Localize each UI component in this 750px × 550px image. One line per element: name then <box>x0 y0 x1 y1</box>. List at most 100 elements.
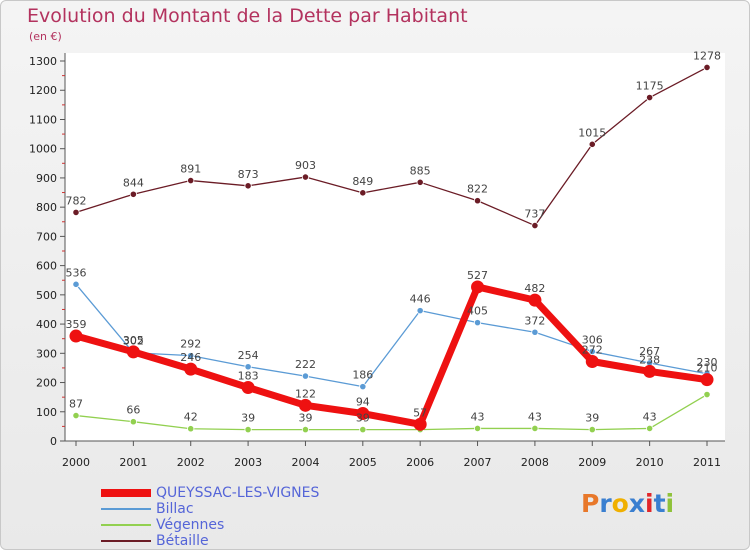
data-point-billac <box>187 352 195 360</box>
data-label-betaille: 1175 <box>636 80 664 93</box>
data-label-queyssac-les-vignes: 57 <box>413 406 427 419</box>
y-tick-label: 1000 <box>29 143 57 156</box>
data-point-betaille <box>703 63 711 72</box>
x-tick-label: 2004 <box>291 456 319 469</box>
legend-swatch-billac <box>101 508 151 510</box>
data-point-queyssac-les-vignes <box>298 398 312 412</box>
data-point-vegennes <box>187 425 195 433</box>
data-point-vegennes <box>473 424 482 433</box>
x-tick-label: 2003 <box>234 456 262 469</box>
data-label-queyssac-les-vignes: 359 <box>66 318 87 331</box>
data-point-queyssac-les-vignes <box>471 280 485 294</box>
y-tick-label: 400 <box>36 318 57 331</box>
y-tick-label: 800 <box>36 201 57 214</box>
data-label-queyssac-les-vignes: 246 <box>180 351 201 364</box>
y-tick-label: 1200 <box>29 84 57 97</box>
y-tick-label: 500 <box>36 289 57 302</box>
data-label-billac: 536 <box>66 266 87 279</box>
data-point-vegennes <box>301 425 310 434</box>
data-point-vegennes <box>244 425 252 434</box>
logo-letter: r <box>599 489 612 518</box>
data-point-betaille <box>187 176 195 185</box>
data-label-billac: 302 <box>123 335 144 348</box>
data-label-billac: 222 <box>295 358 316 371</box>
data-label-billac: 446 <box>410 293 431 306</box>
y-tick-label: 300 <box>36 347 57 360</box>
data-label-billac: 405 <box>467 305 488 318</box>
data-label-betaille: 885 <box>410 164 431 177</box>
data-label-vegennes: 39 <box>356 412 370 425</box>
data-label-queyssac-les-vignes: 94 <box>356 396 370 409</box>
legend-label-billac: Billac <box>156 501 194 517</box>
data-label-vegennes: 42 <box>184 411 198 424</box>
data-label-queyssac-les-vignes: 183 <box>238 370 259 383</box>
data-point-billac <box>244 363 252 371</box>
x-tick-label: 2005 <box>349 456 377 469</box>
data-point-vegennes <box>72 411 80 420</box>
data-label-betaille: 903 <box>295 159 316 172</box>
data-label-betaille: 782 <box>66 194 87 207</box>
series-line-billac <box>75 283 708 388</box>
x-tick-label: 2001 <box>119 456 147 469</box>
data-point-queyssac-les-vignes <box>528 293 542 307</box>
logo-letter: P <box>581 489 600 518</box>
data-point-queyssac-les-vignes <box>69 329 83 343</box>
y-tick-label: 700 <box>36 230 57 243</box>
x-tick-label: 2009 <box>578 456 606 469</box>
legend-label-vegennes: Végennes <box>156 517 225 533</box>
x-tick-label: 2010 <box>636 456 664 469</box>
data-label-vegennes: 66 <box>126 404 140 417</box>
logo-letter: o <box>611 489 629 518</box>
data-label-vegennes: 43 <box>643 410 657 423</box>
data-label-billac: 372 <box>524 314 545 327</box>
data-label-betaille: 849 <box>352 175 373 188</box>
data-point-betaille <box>244 182 252 190</box>
data-label-betaille: 891 <box>180 163 201 176</box>
legend-label-betaille: Bétaille <box>156 533 209 549</box>
data-point-betaille <box>473 197 482 205</box>
data-point-betaille <box>588 140 596 148</box>
data-label-vegennes: 39 <box>585 412 599 425</box>
data-label-queyssac-les-vignes: 482 <box>524 282 545 295</box>
data-point-queyssac-les-vignes <box>241 381 255 395</box>
data-point-queyssac-les-vignes <box>184 362 198 376</box>
y-tick-label: 200 <box>36 377 57 390</box>
data-point-betaille <box>129 190 137 198</box>
y-tick-label: 600 <box>36 260 57 273</box>
data-point-queyssac-les-vignes <box>585 354 599 368</box>
data-label-betaille: 1015 <box>578 126 606 139</box>
data-label-billac: 254 <box>238 349 259 362</box>
legend-swatch-queyssac <box>101 489 151 497</box>
data-label-billac: 267 <box>639 345 660 358</box>
data-point-queyssac-les-vignes <box>413 417 427 431</box>
data-point-vegennes <box>703 390 711 399</box>
x-tick-label: 2008 <box>521 456 549 469</box>
data-label-betaille: 1278 <box>693 49 721 62</box>
data-label-billac: 306 <box>582 334 603 347</box>
data-label-queyssac-les-vignes: 238 <box>639 353 660 366</box>
data-point-queyssac-les-vignes <box>643 364 657 378</box>
data-label-betaille: 844 <box>123 176 144 189</box>
data-point-billac <box>588 347 596 356</box>
data-point-betaille <box>72 208 80 217</box>
data-point-betaille <box>646 93 654 102</box>
data-point-queyssac-les-vignes <box>356 407 370 421</box>
logo-letter: x <box>628 489 645 518</box>
data-point-betaille <box>531 221 539 230</box>
proxiti-logo: Proxiti <box>581 489 674 518</box>
data-point-billac <box>416 307 424 315</box>
plot-area <box>65 53 725 441</box>
data-label-betaille: 822 <box>467 183 488 196</box>
data-point-billac <box>72 280 80 288</box>
data-label-billac: 230 <box>697 356 718 369</box>
data-point-betaille <box>416 178 424 186</box>
data-point-vegennes <box>646 424 654 433</box>
data-point-betaille <box>359 189 367 197</box>
data-point-vegennes <box>359 425 367 434</box>
data-point-vegennes <box>588 425 596 434</box>
x-tick-label: 2006 <box>406 456 434 469</box>
x-tick-label: 2002 <box>177 456 205 469</box>
y-tick-label: 900 <box>36 172 57 185</box>
